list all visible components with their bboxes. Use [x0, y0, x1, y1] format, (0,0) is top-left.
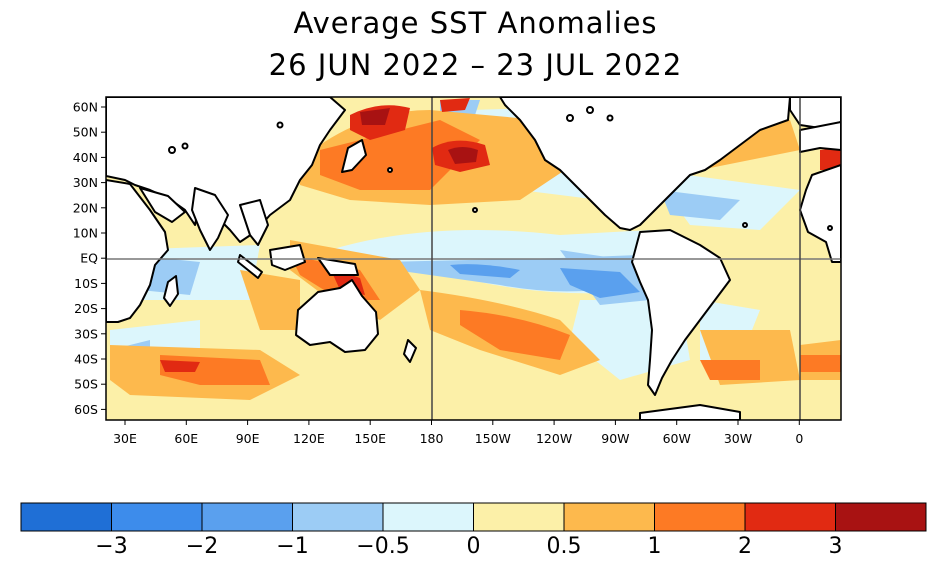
lat-label: 20S — [74, 301, 98, 316]
india-land — [191, 187, 229, 251]
colorbar-label: −2 — [185, 534, 219, 559]
lon-label: 60W — [663, 431, 691, 446]
lon-label: 150W — [475, 431, 511, 446]
west-africa-land — [799, 164, 841, 263]
lon-label: 30W — [724, 431, 752, 446]
lat-label: 50S — [74, 377, 98, 392]
colorbar-label: 0.5 — [546, 534, 582, 559]
colorbar-label: −1 — [276, 534, 309, 559]
colorbar-segment — [20, 502, 112, 532]
longitude-axis: 30E 60E 90E 120E 150E 180 150W 120W 90W 60W 30W 0 — [113, 420, 803, 446]
lon-label: 0 — [795, 431, 803, 446]
colorbar-segment — [473, 502, 565, 532]
lat-label: 10S — [74, 276, 98, 291]
colorbar-label: 0 — [466, 534, 481, 559]
lat-label: EQ — [80, 251, 98, 266]
new-guinea-land — [317, 257, 359, 276]
lon-label: 120W — [536, 431, 572, 446]
australia-land — [295, 279, 379, 353]
colorbar-segment — [563, 502, 655, 532]
colorbar-segment — [654, 502, 746, 532]
colorbar-label: 3 — [828, 534, 843, 559]
map-title: Average SST Anomalies — [293, 6, 658, 40]
colorbar-label: 1 — [647, 534, 662, 559]
islands — [168, 106, 833, 231]
lat-label: 10N — [73, 226, 98, 241]
anomaly-cool-strong — [450, 264, 640, 298]
africa-land — [106, 179, 169, 323]
landmasses — [106, 97, 841, 420]
lat-label: 40S — [74, 352, 98, 367]
se-asia-land — [239, 199, 269, 246]
colorbar-segment — [201, 502, 293, 532]
eurasia-land — [106, 97, 346, 243]
new-zealand-land — [403, 339, 417, 363]
colorbar-segment — [744, 502, 836, 532]
lat-label: 30N — [73, 175, 98, 190]
indonesia-land — [269, 244, 306, 271]
lon-label: 120E — [293, 431, 325, 446]
south-america-land — [631, 229, 731, 396]
colorbar-segment — [111, 502, 203, 532]
lat-label: 50N — [73, 125, 98, 140]
madagascar-land — [163, 275, 179, 307]
colorbar-label: 2 — [738, 534, 752, 559]
colorbar-label: −3 — [95, 534, 128, 559]
anomaly-extreme — [360, 108, 478, 164]
antarctica-land — [639, 404, 741, 420]
latitude-axis: 60N 50N 40N 30N 20N 10N EQ 10S 20S 30S 40S 50S 60S — [73, 100, 106, 417]
lon-label: 90W — [601, 431, 629, 446]
lat-label: 30S — [74, 326, 98, 341]
colorbar-segment — [292, 502, 384, 532]
colorbar-segment — [382, 502, 474, 532]
lat-label: 60N — [73, 100, 98, 115]
colorbar — [20, 502, 927, 532]
north-america-land — [499, 97, 791, 231]
colorbar-segment — [835, 502, 927, 532]
arabia-land — [139, 187, 186, 223]
lat-label: 40N — [73, 150, 98, 165]
lat-label: 60S — [74, 402, 98, 417]
lon-label: 150E — [354, 431, 386, 446]
map-subtitle: 26 JUN 2022 – 23 JUL 2022 — [268, 48, 683, 82]
lon-label: 180 — [420, 431, 444, 446]
colorbar-label: −0.5 — [356, 534, 410, 559]
lon-label: 90E — [236, 431, 260, 446]
lat-label: 20N — [73, 200, 98, 215]
lon-label: 30E — [113, 431, 137, 446]
japan-land — [341, 139, 367, 173]
lon-label: 60E — [174, 431, 198, 446]
